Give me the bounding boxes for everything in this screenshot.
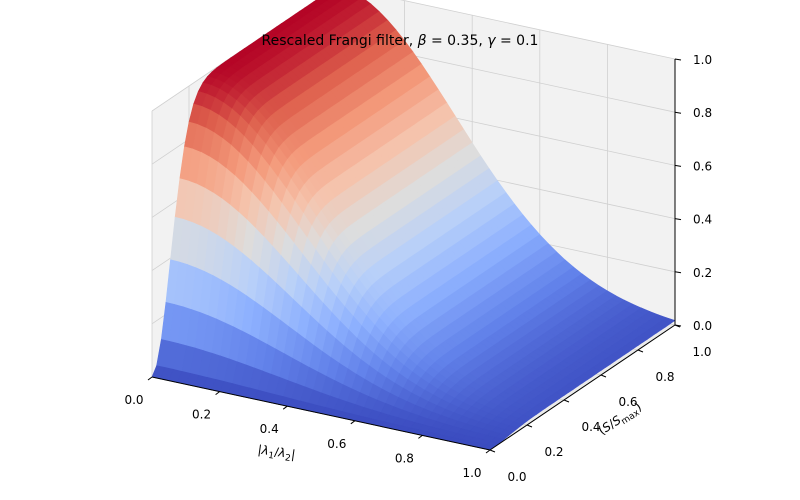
x-tick-label: 0.8 [395, 451, 414, 465]
x-tick-mark [418, 434, 423, 439]
x-tick-labels: 0.0 0.2 0.4 0.6 0.8 1.0 [124, 393, 481, 480]
y-axis-label: (S/Smax) [596, 400, 646, 441]
z-tick-mark [674, 218, 682, 221]
y-tick-mark [674, 324, 681, 328]
z-tick-mark [674, 164, 682, 167]
x-tick-label: 0.6 [327, 437, 346, 451]
axis-lines [147, 58, 682, 454]
y-tick-label: 0.8 [655, 370, 674, 384]
z-tick-labels: 0.0 0.2 0.4 0.6 0.8 1.0 [693, 53, 712, 333]
z-tick-label: 0.4 [693, 213, 712, 227]
y-tick-mark [489, 449, 496, 453]
z-tick-label: 0.2 [693, 266, 712, 280]
z-tick-label: 0.0 [693, 319, 712, 333]
grid-line [151, 0, 676, 112]
x-axis-label: |λ1/λ2| [256, 442, 296, 464]
y-tick-mark [526, 424, 533, 428]
y-tick-label: 1.0 [692, 345, 711, 359]
x-tick-label: 1.0 [462, 466, 481, 480]
y-tick-mark [600, 374, 607, 378]
x-tick-mark [147, 376, 153, 381]
z-tick-mark [674, 58, 682, 61]
surface-mesh [151, 0, 676, 451]
x-tick-mark [215, 391, 220, 396]
y-tick-mark [563, 399, 570, 403]
y-axis-line [489, 324, 676, 451]
x-tick-mark [282, 405, 288, 410]
x-tick-mark [485, 449, 491, 454]
z-tick-mark [674, 271, 682, 274]
chart-title: Rescaled Frangi filter, β = 0.35, γ = 0.… [262, 33, 539, 49]
z-tick-mark [674, 111, 682, 114]
z-tick-label: 0.8 [693, 106, 712, 120]
y-tick-mark [637, 349, 644, 353]
x-tick-label: 0.0 [124, 393, 143, 407]
z-tick-label: 1.0 [693, 53, 712, 67]
y-tick-label: 0.2 [544, 445, 563, 459]
y-tick-label: 0.4 [581, 420, 600, 434]
y-tick-label: 0.6 [618, 395, 637, 409]
y-tick-labels: 0.0 0.2 0.4 0.6 0.8 1.0 [507, 345, 711, 484]
x-tick-label: 0.4 [260, 422, 279, 436]
x-tick-mark [350, 420, 356, 425]
x-tick-label: 0.2 [192, 408, 211, 422]
y-tick-label: 0.0 [507, 470, 526, 484]
x-axis-line [151, 376, 491, 451]
z-tick-label: 0.6 [693, 159, 712, 173]
